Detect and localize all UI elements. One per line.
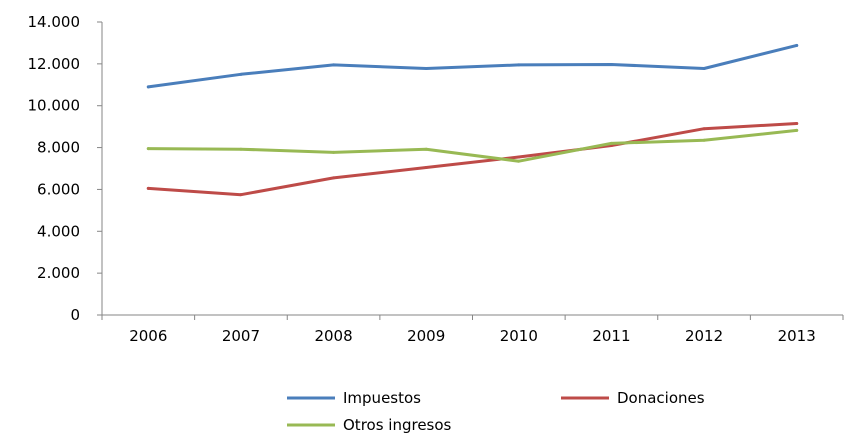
legend-item: Donaciones	[561, 389, 705, 407]
legend-label: Otros ingresos	[343, 416, 452, 433]
data-point	[146, 85, 150, 89]
series-line-3	[146, 128, 799, 163]
data-point	[332, 150, 336, 154]
data-point	[795, 122, 799, 126]
data-point	[332, 176, 336, 180]
legend-item: Otros ingresos	[287, 416, 452, 433]
data-point	[239, 193, 243, 197]
legend-item: Impuestos	[287, 389, 421, 407]
data-point	[517, 63, 521, 67]
data-point	[702, 66, 706, 70]
x-tick-label: 2007	[222, 327, 260, 345]
data-point	[332, 63, 336, 67]
data-point	[424, 66, 428, 70]
data-point	[146, 147, 150, 151]
x-axis-ticks: 2006 2007 2008 2009 2010 2011 2012 2013	[101, 315, 844, 345]
x-tick-label: 2008	[314, 327, 352, 345]
y-axis-ticks: 0 2.000 4.000 6.000 8.000 10.000 12.000 14.000	[28, 13, 102, 324]
x-tick-label: 2011	[592, 327, 630, 345]
series-lines	[146, 43, 799, 197]
data-point	[239, 147, 243, 151]
data-point	[517, 155, 521, 159]
y-tick-label: 12.000	[28, 55, 81, 73]
y-tick-label: 0	[70, 306, 80, 324]
data-point	[146, 186, 150, 190]
y-tick-label: 10.000	[28, 97, 81, 115]
data-point	[702, 127, 706, 131]
x-tick-label: 2006	[129, 327, 167, 345]
data-point	[424, 147, 428, 151]
legend: Impuestos Donaciones Otros ingresos	[287, 389, 705, 433]
data-point	[609, 62, 613, 66]
x-tick-label: 2013	[778, 327, 816, 345]
data-point	[609, 141, 613, 145]
data-point	[424, 165, 428, 169]
legend-label: Impuestos	[343, 389, 421, 407]
series-line-1	[146, 43, 799, 89]
data-point	[517, 159, 521, 163]
x-tick-label: 2012	[685, 327, 723, 345]
data-point	[795, 128, 799, 132]
data-point	[702, 138, 706, 142]
data-point	[239, 72, 243, 76]
y-tick-label: 14.000	[28, 13, 81, 31]
y-tick-label: 4.000	[37, 222, 80, 240]
y-tick-label: 2.000	[37, 264, 80, 282]
legend-label: Donaciones	[617, 389, 705, 407]
y-tick-label: 6.000	[37, 180, 80, 198]
x-tick-label: 2010	[500, 327, 538, 345]
data-point	[795, 43, 799, 47]
series-line-2	[146, 122, 799, 197]
x-tick-label: 2009	[407, 327, 445, 345]
y-tick-label: 8.000	[37, 139, 80, 157]
